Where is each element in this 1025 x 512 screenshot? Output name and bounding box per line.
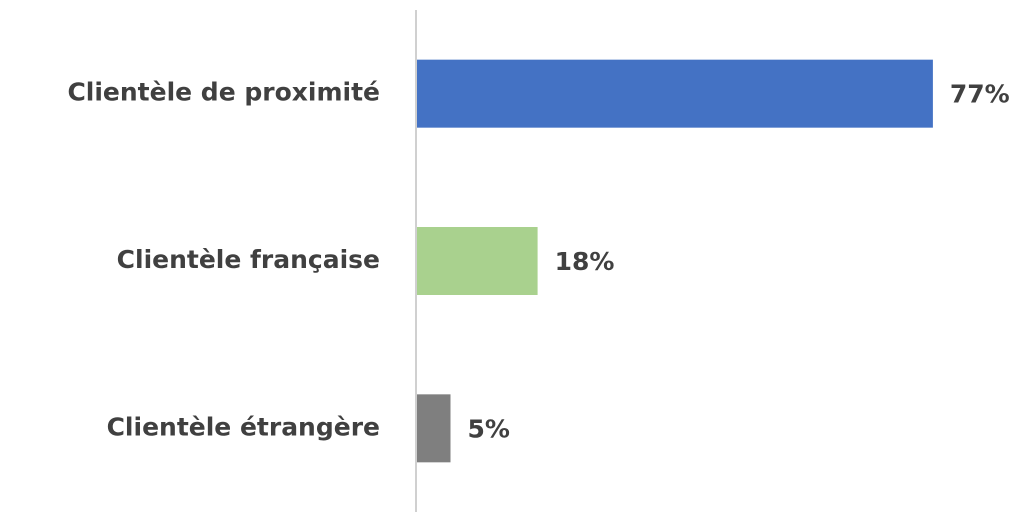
bar bbox=[417, 227, 538, 295]
category-label: Clientèle française bbox=[117, 245, 380, 274]
bar bbox=[417, 394, 451, 463]
value-label: 18% bbox=[555, 247, 615, 276]
value-label: 77% bbox=[950, 80, 1010, 109]
category-label: Clientèle de proximité bbox=[67, 78, 380, 107]
bar bbox=[417, 59, 933, 128]
category-label: Clientèle étrangère bbox=[107, 412, 380, 441]
value-label: 5% bbox=[468, 414, 510, 443]
